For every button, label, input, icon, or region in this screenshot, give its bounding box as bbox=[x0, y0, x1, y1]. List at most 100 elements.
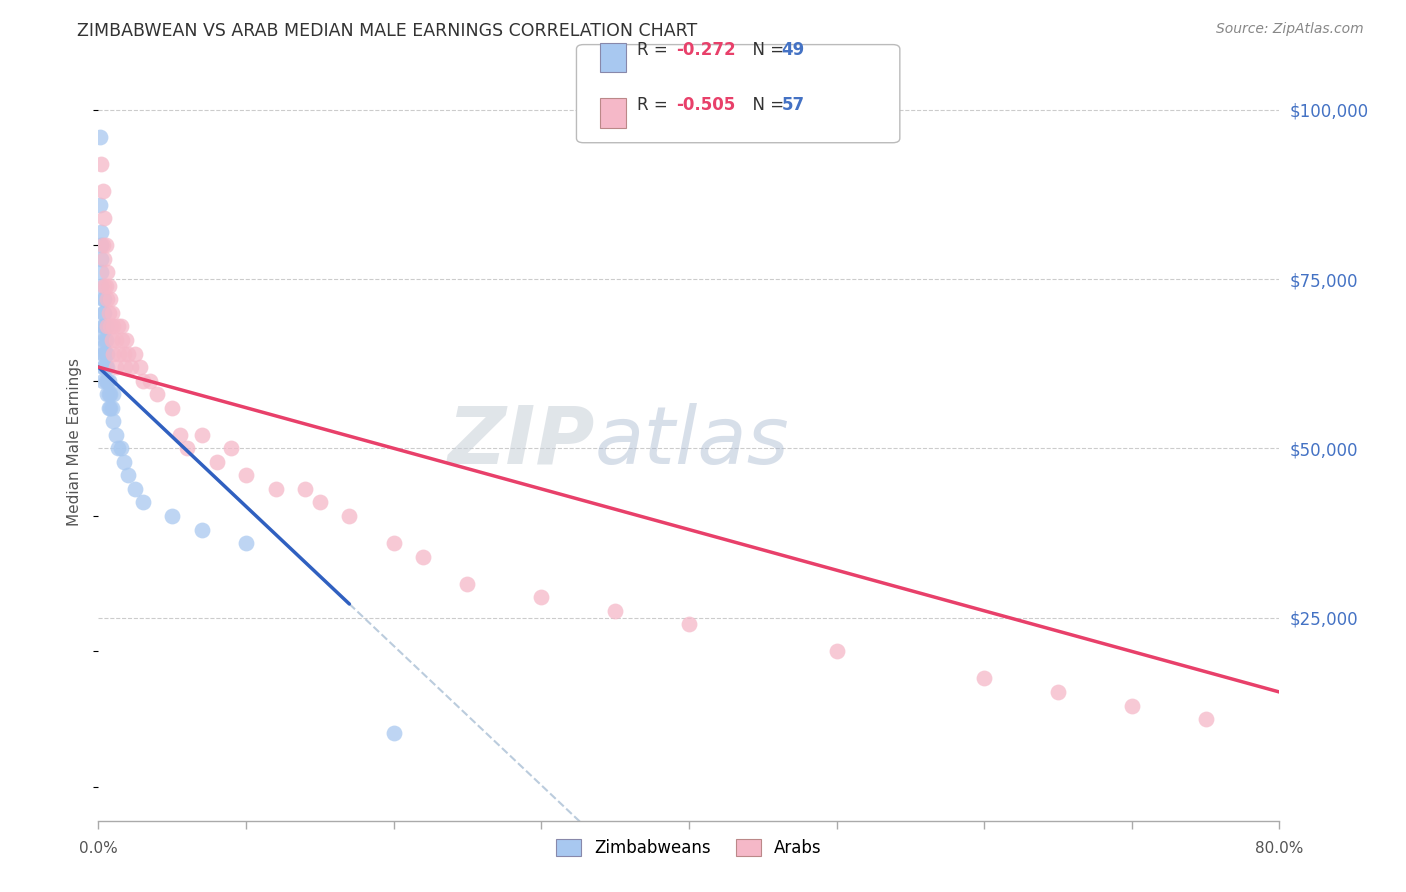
Point bbox=[98, 293, 121, 307]
Point bbox=[146, 387, 169, 401]
Point bbox=[93, 278, 115, 293]
Point bbox=[120, 360, 142, 375]
Point bbox=[100, 401, 122, 415]
Point bbox=[100, 306, 122, 320]
Point bbox=[191, 427, 214, 442]
Point bbox=[91, 184, 114, 198]
Point bbox=[91, 340, 114, 354]
Point bbox=[91, 346, 114, 360]
Point bbox=[111, 333, 134, 347]
Point bbox=[114, 360, 136, 375]
Point bbox=[132, 374, 155, 388]
Point bbox=[1195, 712, 1218, 726]
Point bbox=[105, 360, 128, 375]
Point bbox=[96, 374, 118, 388]
Point bbox=[112, 455, 135, 469]
Point bbox=[382, 725, 405, 739]
Point bbox=[98, 401, 121, 415]
Point bbox=[169, 427, 191, 442]
Point bbox=[90, 157, 112, 171]
Text: -0.272: -0.272 bbox=[676, 41, 735, 59]
Point bbox=[97, 387, 120, 401]
Point bbox=[93, 346, 115, 360]
Point bbox=[90, 252, 112, 266]
Point bbox=[94, 374, 117, 388]
Text: atlas: atlas bbox=[595, 402, 789, 481]
Point bbox=[90, 265, 112, 279]
Point bbox=[132, 495, 155, 509]
Point bbox=[96, 387, 118, 401]
Point bbox=[103, 414, 125, 428]
Point bbox=[97, 374, 120, 388]
Point bbox=[90, 278, 112, 293]
Text: N =: N = bbox=[742, 96, 790, 114]
Point bbox=[91, 238, 114, 252]
Point bbox=[162, 508, 183, 523]
Point bbox=[605, 604, 627, 618]
Point bbox=[94, 333, 117, 347]
Point bbox=[382, 536, 405, 550]
Point bbox=[235, 468, 257, 483]
Point bbox=[91, 319, 114, 334]
Point bbox=[94, 346, 117, 360]
Point bbox=[110, 319, 132, 334]
Point bbox=[98, 319, 121, 334]
Point bbox=[96, 293, 118, 307]
Point bbox=[93, 293, 115, 307]
Point bbox=[91, 326, 114, 341]
Point bbox=[93, 306, 115, 320]
Point bbox=[294, 482, 316, 496]
Point bbox=[94, 360, 117, 375]
Point bbox=[678, 617, 700, 632]
Point bbox=[530, 591, 553, 605]
Point bbox=[412, 549, 434, 564]
Point bbox=[100, 333, 122, 347]
Point bbox=[97, 306, 120, 320]
Point bbox=[110, 442, 132, 456]
Point bbox=[94, 278, 117, 293]
Point bbox=[191, 523, 214, 537]
Point bbox=[1046, 685, 1070, 699]
Point bbox=[93, 211, 115, 226]
Point bbox=[91, 293, 114, 307]
Text: Source: ZipAtlas.com: Source: ZipAtlas.com bbox=[1216, 22, 1364, 37]
Text: N =: N = bbox=[742, 41, 790, 59]
Point bbox=[90, 238, 112, 252]
Point bbox=[93, 360, 115, 375]
Point bbox=[105, 427, 128, 442]
Point bbox=[91, 374, 114, 388]
Point bbox=[103, 319, 125, 334]
Point bbox=[107, 442, 129, 456]
Point bbox=[139, 374, 162, 388]
Point bbox=[105, 333, 128, 347]
Point bbox=[1121, 698, 1143, 713]
Point bbox=[89, 197, 111, 211]
Point bbox=[93, 319, 115, 334]
Y-axis label: Median Male Earnings: Median Male Earnings bbox=[67, 358, 83, 525]
Text: ZIP: ZIP bbox=[447, 402, 595, 481]
Point bbox=[103, 387, 125, 401]
Point bbox=[98, 387, 121, 401]
Point bbox=[128, 360, 150, 375]
Point bbox=[264, 482, 287, 496]
Point bbox=[97, 401, 120, 415]
Text: R =: R = bbox=[637, 41, 673, 59]
Point bbox=[124, 482, 146, 496]
Point bbox=[96, 360, 118, 375]
Point bbox=[93, 252, 115, 266]
Point bbox=[117, 468, 139, 483]
Point bbox=[115, 333, 138, 347]
Point bbox=[103, 346, 125, 360]
Text: 0.0%: 0.0% bbox=[79, 841, 118, 856]
Point bbox=[91, 306, 114, 320]
Text: 49: 49 bbox=[782, 41, 806, 59]
Point bbox=[339, 508, 361, 523]
Point bbox=[91, 360, 114, 375]
Point bbox=[89, 129, 111, 144]
Text: ZIMBABWEAN VS ARAB MEDIAN MALE EARNINGS CORRELATION CHART: ZIMBABWEAN VS ARAB MEDIAN MALE EARNINGS … bbox=[77, 22, 697, 40]
Point bbox=[96, 265, 118, 279]
Point bbox=[309, 495, 332, 509]
Point bbox=[93, 333, 115, 347]
Point bbox=[108, 346, 131, 360]
Text: R =: R = bbox=[637, 96, 673, 114]
